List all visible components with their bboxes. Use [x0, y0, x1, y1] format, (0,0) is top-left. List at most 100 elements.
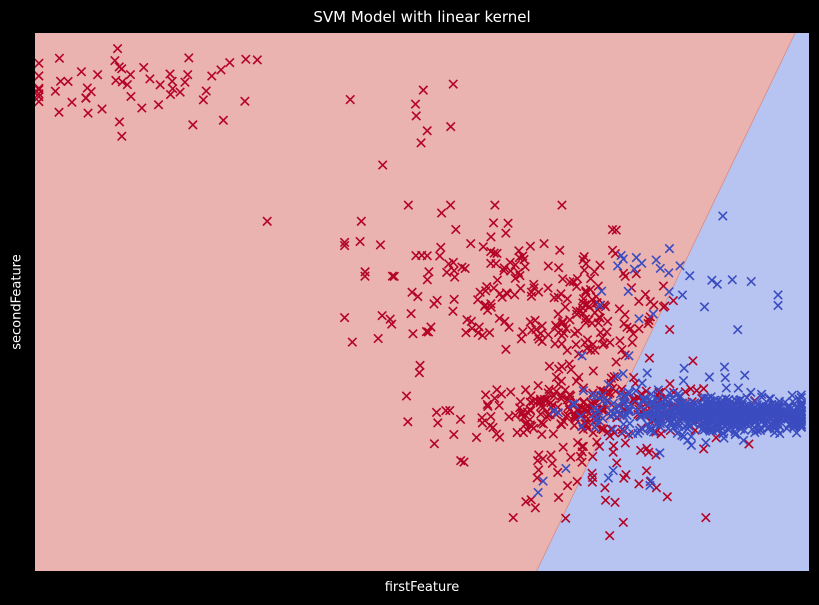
scatter-point-class_1	[687, 404, 697, 414]
scatter-point-class_1	[618, 394, 628, 405]
scatter-point-class_0	[138, 62, 149, 73]
scatter-point-class_0	[615, 335, 625, 346]
scatter-point-class_1	[679, 363, 689, 374]
scatter-point-class_0	[701, 512, 711, 523]
scatter-point-class_0	[649, 300, 659, 310]
scatter-point-class_0	[218, 115, 229, 126]
scatter-point-class_0	[492, 248, 502, 259]
scatter-point-class_0	[593, 318, 604, 328]
scatter-point-class_1	[738, 406, 748, 416]
scatter-point-class_0	[477, 330, 488, 341]
scatter-point-class_0	[573, 326, 583, 337]
scatter-point-class_0	[607, 224, 618, 235]
scatter-point-class_0	[216, 65, 226, 75]
scatter-point-class_0	[413, 291, 423, 302]
chart-title: SVM Model with linear kernel	[313, 8, 531, 26]
scatter-point-class_0	[488, 422, 498, 433]
scatter-point-class_0	[510, 410, 521, 421]
scatter-point-class_1	[635, 400, 645, 410]
scatter-point-class_0	[530, 503, 541, 513]
scatter-point-class_0	[54, 53, 65, 64]
scatter-point-class_1	[757, 392, 767, 403]
scatter-point-class_0	[611, 357, 621, 367]
scatter-point-class_1	[660, 395, 670, 405]
scatter-point-class_0	[486, 302, 497, 312]
scatter-point-class_1	[699, 302, 710, 312]
scatter-point-class_1	[796, 420, 807, 430]
scatter-point-class_1	[674, 392, 684, 403]
scatter-point-class_1	[733, 383, 744, 393]
scatter-point-class_0	[543, 410, 554, 420]
scatter-point-class_0	[505, 387, 516, 397]
scatter-point-class_1	[656, 403, 667, 413]
scatter-point-class_1	[727, 275, 738, 285]
scatter-point-class_0	[518, 427, 529, 438]
scatter-point-class_0	[538, 453, 548, 464]
scatter-point-class_0	[656, 429, 666, 439]
scatter-point-class_0	[375, 240, 386, 250]
scatter-point-class_0	[571, 281, 582, 292]
scatter-point-class_0	[207, 71, 217, 81]
scatter-point-class_0	[572, 273, 583, 284]
scatter-point-class_1	[761, 403, 772, 414]
scatter-point-class_0	[556, 288, 566, 299]
scatter-point-class_0	[587, 477, 598, 487]
decision-region-class-0	[35, 33, 796, 571]
scatter-point-class_1	[631, 385, 641, 396]
scatter-point-class_1	[715, 409, 726, 419]
scatter-point-class_1	[590, 415, 601, 425]
scatter-point-class_0	[548, 429, 559, 439]
scatter-point-class_0	[562, 394, 573, 405]
scatter-point-class_0	[577, 457, 587, 467]
scatter-point-class_0	[451, 224, 461, 235]
scatter-point-class_0	[532, 473, 542, 483]
scatter-point-class_1	[619, 426, 630, 436]
scatter-point-class_1	[629, 264, 640, 274]
scatter-point-class_0	[552, 467, 563, 478]
scatter-point-class_1	[721, 383, 732, 393]
scatter-point-class_1	[756, 412, 767, 422]
scatter-point-class_0	[252, 55, 263, 65]
scatter-point-class_0	[550, 320, 561, 331]
scatter-point-class_1	[645, 480, 655, 491]
scatter-point-class_0	[688, 356, 698, 366]
scatter-point-class_0	[494, 432, 505, 442]
scatter-point-class_1	[647, 397, 658, 408]
scatter-point-class_1	[732, 324, 743, 335]
scatter-point-class_1	[746, 387, 756, 398]
scatter-point-class_0	[641, 386, 652, 396]
scatter-point-class_1	[775, 412, 785, 422]
scatter-point-class_0	[403, 200, 414, 210]
scatter-point-class_0	[54, 107, 64, 118]
scatter-point-class_1	[655, 448, 665, 458]
scatter-point-class_1	[577, 421, 587, 432]
scatter-point-class_0	[698, 383, 709, 394]
scatter-point-class_0	[423, 327, 434, 337]
scatter-point-class_1	[608, 465, 618, 476]
scatter-point-class_0	[634, 323, 644, 334]
scatter-point-class_1	[591, 391, 601, 401]
scatter-point-class_1	[667, 402, 678, 413]
scatter-point-class_0	[153, 100, 164, 110]
scatter-point-class_1	[627, 428, 638, 439]
scatter-point-class_0	[518, 412, 529, 422]
scatter-point-class_1	[788, 410, 799, 421]
scatter-point-class_0	[486, 411, 496, 422]
scatter-point-class_0	[496, 389, 507, 399]
scatter-point-class_0	[609, 371, 620, 382]
scatter-point-class_0	[608, 447, 618, 458]
scatter-point-class_1	[646, 389, 657, 399]
scatter-point-class_0	[110, 55, 120, 66]
scatter-point-class_1	[713, 416, 723, 427]
scatter-point-class_0	[578, 298, 588, 308]
scatter-point-class_1	[704, 372, 715, 382]
scatter-point-class_1	[735, 394, 746, 405]
scatter-point-class_1	[712, 424, 722, 434]
scatter-point-class_0	[557, 361, 567, 372]
scatter-point-class_0	[347, 337, 358, 347]
scatter-point-class_0	[587, 451, 598, 462]
scatter-point-class_0	[589, 266, 600, 277]
scatter-point-class_0	[590, 345, 600, 355]
scatter-point-class_1	[670, 410, 681, 421]
scatter-point-class_1	[587, 390, 598, 401]
